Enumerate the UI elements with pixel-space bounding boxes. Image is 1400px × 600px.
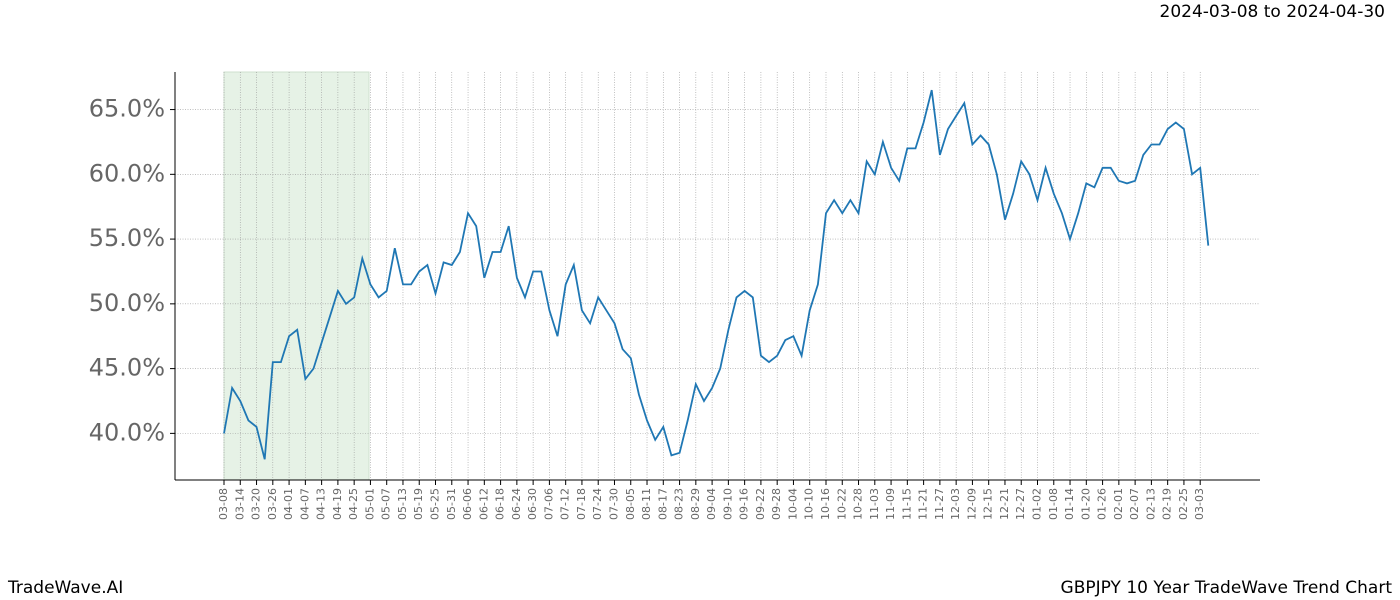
x-tick-label: 01-14 [1063,488,1076,520]
x-tick-label: 06-24 [510,488,523,520]
x-tick-label: 03-08 [217,488,230,520]
y-tick-label: 65.0% [89,95,165,123]
x-tick-label: 08-17 [656,488,669,520]
x-tick-label: 12-03 [949,488,962,520]
x-tick-label: 12-27 [1014,488,1027,520]
x-tick-label: 08-11 [640,488,653,520]
x-tick-label: 01-26 [1096,488,1109,520]
x-tick-label: 12-21 [998,488,1011,520]
x-tick-label: 12-09 [965,488,978,520]
x-tick-label: 10-10 [803,488,816,520]
x-tick-label: 03-03 [1193,488,1206,520]
y-tick-label: 40.0% [89,418,165,446]
x-tick-label: 04-01 [282,488,295,520]
x-tick-label: 02-25 [1177,488,1190,520]
x-tick-label: 11-21 [917,488,930,520]
x-tick-label: 02-13 [1144,488,1157,520]
x-tick-label: 09-28 [770,488,783,520]
x-tick-label: 05-25 [429,488,442,520]
x-tick-label: 05-01 [363,488,376,520]
x-tick-label: 04-25 [347,488,360,520]
x-tick-label: 06-30 [526,488,539,520]
x-tick-label: 05-13 [396,488,409,520]
x-tick-label: 06-06 [461,488,474,520]
x-tick-label: 10-04 [786,488,799,520]
x-tick-label: 07-18 [575,488,588,520]
y-tick-label: 60.0% [89,159,165,187]
x-tick-label: 07-06 [542,488,555,520]
x-tick-label: 01-20 [1079,488,1092,520]
highlight-region [223,71,370,481]
x-tick-label: 09-04 [705,488,718,520]
x-tick-label: 07-30 [607,488,620,520]
x-tick-label: 07-12 [559,488,572,520]
y-tick-label: 50.0% [89,289,165,317]
trend-line [223,89,1210,460]
x-tick-label: 03-26 [266,488,279,520]
x-tick-label: 08-29 [689,488,702,520]
x-tick-label: 01-02 [1031,488,1044,520]
y-tick-label: 45.0% [89,354,165,382]
x-tick-label: 11-15 [900,488,913,520]
x-tick-label: 03-14 [233,488,246,520]
x-tick-label: 09-22 [754,488,767,520]
x-tick-label: 12-15 [982,488,995,520]
x-tick-label: 10-16 [819,488,832,520]
x-tick-label: 09-16 [738,488,751,520]
x-tick-label: 11-27 [933,488,946,520]
x-tick-label: 02-19 [1161,488,1174,520]
x-tick-label: 02-07 [1128,488,1141,520]
footer-left: TradeWave.AI [7,578,123,598]
x-tick-label: 04-07 [298,488,311,520]
y-tick-label: 55.0% [89,224,165,252]
x-tick-label: 10-28 [852,488,865,520]
x-tick-label: 03-20 [250,488,263,520]
x-tick-label: 07-24 [591,488,604,520]
x-tick-label: 05-31 [445,488,458,520]
x-tick-label: 04-19 [331,488,344,520]
x-tick-label: 11-03 [868,488,881,520]
x-tick-label: 08-23 [673,488,686,520]
x-tick-label: 06-18 [494,488,507,520]
x-tick-label: 02-01 [1112,488,1125,520]
x-tick-label: 10-22 [835,488,848,520]
x-tick-label: 08-05 [624,488,637,520]
x-tick-label: 11-09 [884,488,897,520]
chart-title: 2024-03-08 to 2024-04-30 [1160,2,1385,22]
x-tick-label: 04-13 [315,488,328,520]
x-tick-label: 09-10 [721,488,734,520]
footer-right: GBPJPY 10 Year TradeWave Trend Chart [1061,578,1393,598]
x-tick-label: 01-08 [1047,488,1060,520]
x-tick-label: 05-07 [380,488,393,520]
x-tick-label: 05-19 [412,488,425,520]
x-tick-label: 06-12 [477,488,490,520]
